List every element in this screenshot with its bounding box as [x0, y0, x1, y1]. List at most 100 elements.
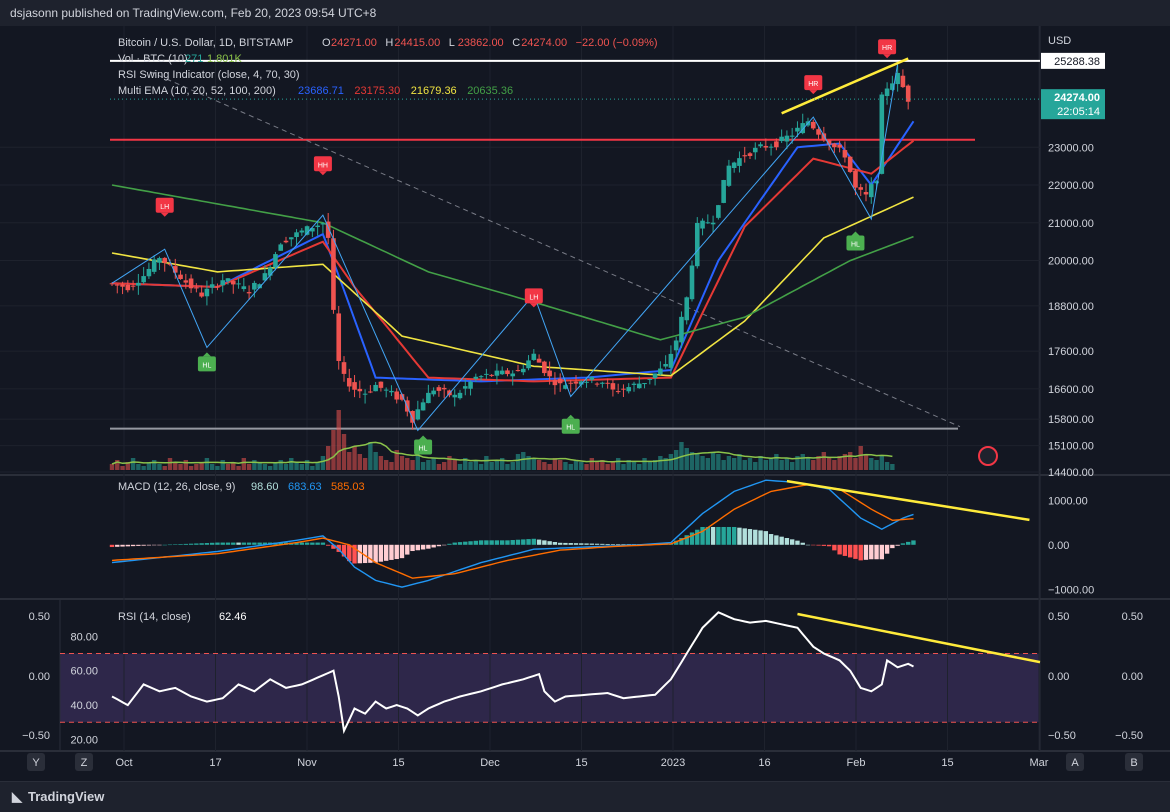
- axis-button-y[interactable]: Y: [27, 753, 45, 771]
- macd-histogram-bar: [600, 543, 605, 545]
- price-axis-tick: 23000.00: [1048, 142, 1094, 154]
- macd-histogram-bar: [389, 544, 394, 560]
- footer-bar: ◣ TradingView: [0, 781, 1170, 812]
- macd-histogram-bar: [821, 544, 827, 546]
- swing-label-hl: HL: [197, 352, 216, 372]
- volume-bar: [178, 464, 183, 470]
- swing-label-text: HL: [851, 242, 860, 249]
- axis-button-b[interactable]: B: [1125, 753, 1143, 771]
- axis-button-z[interactable]: Z: [75, 753, 93, 771]
- candle-body: [157, 258, 162, 263]
- swing-label-hr: HR: [804, 75, 823, 95]
- swing-label-box: [878, 39, 897, 55]
- candle: [426, 384, 431, 404]
- candle: [215, 283, 220, 291]
- macd-histogram-bar: [241, 542, 247, 545]
- axis-button-a[interactable]: A: [1066, 753, 1084, 771]
- volume-bar: [663, 458, 668, 470]
- macd-histogram-bar: [410, 544, 415, 552]
- candle: [821, 126, 827, 142]
- legend-volume-row: Vol · BTC (10)271 1.801K: [118, 53, 243, 65]
- volume-bar: [336, 410, 341, 470]
- candle: [700, 218, 705, 236]
- swing-label-pointer: [529, 303, 538, 308]
- macd-histogram-bar: [726, 526, 732, 545]
- macd-histogram-bar: [315, 542, 320, 545]
- candle-body: [320, 223, 326, 225]
- macd-histogram-bar: [352, 544, 357, 564]
- swing-label-pointer: [851, 231, 860, 236]
- candle-body: [536, 358, 542, 363]
- chart[interactable]: LHHHLHHRHRHLHLHLHLUSD23000.0022000.00210…: [0, 26, 1170, 781]
- macd-histogram-bar: [146, 544, 152, 546]
- volume-bar: [162, 466, 167, 470]
- macd-histogram-bar: [362, 544, 368, 564]
- macd-histogram-bar: [420, 544, 426, 550]
- candle: [473, 373, 479, 383]
- macd-histogram-bar: [141, 544, 146, 546]
- candle-body: [800, 123, 806, 134]
- macd-axis-tick: 1000.00: [1048, 495, 1088, 507]
- macd-histogram-bar: [758, 530, 763, 545]
- legend-rsi-row: RSI (14, close) 62.46: [118, 611, 247, 623]
- candle-body: [673, 340, 679, 351]
- volume-bar: [252, 460, 257, 470]
- macd-histogram-bar: [405, 544, 410, 555]
- candle: [557, 373, 563, 392]
- legend-ohlc-key: H: [385, 37, 393, 49]
- volume-bar: [373, 452, 378, 470]
- legend-vol-label: Vol · BTC (10): [118, 53, 188, 65]
- price-axis-tick: 15800.00: [1048, 414, 1094, 426]
- axis-button-text: Y: [32, 757, 40, 769]
- candle: [879, 92, 885, 175]
- volume-bar: [747, 458, 753, 470]
- candle-body: [779, 136, 784, 142]
- candle-body: [178, 274, 183, 279]
- tradingview-brand: TradingView: [28, 789, 105, 804]
- candle-body: [167, 263, 173, 265]
- volume-bar: [626, 460, 631, 470]
- candle-body: [573, 381, 579, 384]
- time-axis-tick: 16: [758, 757, 770, 769]
- candle-body: [426, 392, 431, 404]
- candle-body: [642, 383, 647, 385]
- candle: [352, 375, 357, 398]
- legend-ema-row: Multi EMA (10, 20, 52, 100, 200) 23686.71…: [118, 85, 513, 97]
- candle-body: [441, 387, 447, 390]
- volume-bar: [605, 464, 610, 470]
- legend-ohlc-value: 24415.00: [394, 37, 440, 49]
- candle-body: [114, 284, 120, 286]
- candle-body: [468, 381, 473, 389]
- candle-body: [689, 265, 695, 300]
- candle: [336, 305, 342, 370]
- macd-histogram-bar: [747, 529, 753, 545]
- volume-bar: [689, 452, 695, 470]
- swing-label-lh: LH: [155, 197, 174, 217]
- tradingview-logo[interactable]: ◣ TradingView: [12, 789, 104, 805]
- macd-histogram-bar: [884, 544, 890, 554]
- macd-histogram-bar: [489, 540, 494, 545]
- candle-body: [890, 83, 895, 90]
- candle-body: [557, 378, 563, 384]
- volume-bar: [884, 462, 890, 470]
- macd-histogram-bar: [779, 536, 784, 545]
- macd-histogram-bar: [858, 544, 863, 561]
- macd-histogram-bar: [452, 542, 457, 545]
- macd-histogram-bar: [178, 544, 183, 545]
- rsi-outer-far-tick: −0.50: [1115, 730, 1143, 742]
- macd-histogram-bar: [436, 544, 442, 547]
- macd-histogram-bar: [225, 542, 231, 545]
- swing-label-box: [313, 156, 332, 172]
- swing-label-text: HR: [882, 45, 892, 52]
- candle-body: [267, 267, 273, 276]
- volume-bar: [236, 466, 241, 470]
- candle-body: [220, 280, 226, 286]
- volume-bar: [447, 456, 452, 470]
- candle: [494, 363, 500, 385]
- candle: [642, 383, 647, 389]
- candle: [673, 336, 679, 358]
- candle: [726, 159, 732, 187]
- candle: [346, 368, 352, 392]
- candle-body: [879, 94, 885, 174]
- candle: [273, 251, 278, 271]
